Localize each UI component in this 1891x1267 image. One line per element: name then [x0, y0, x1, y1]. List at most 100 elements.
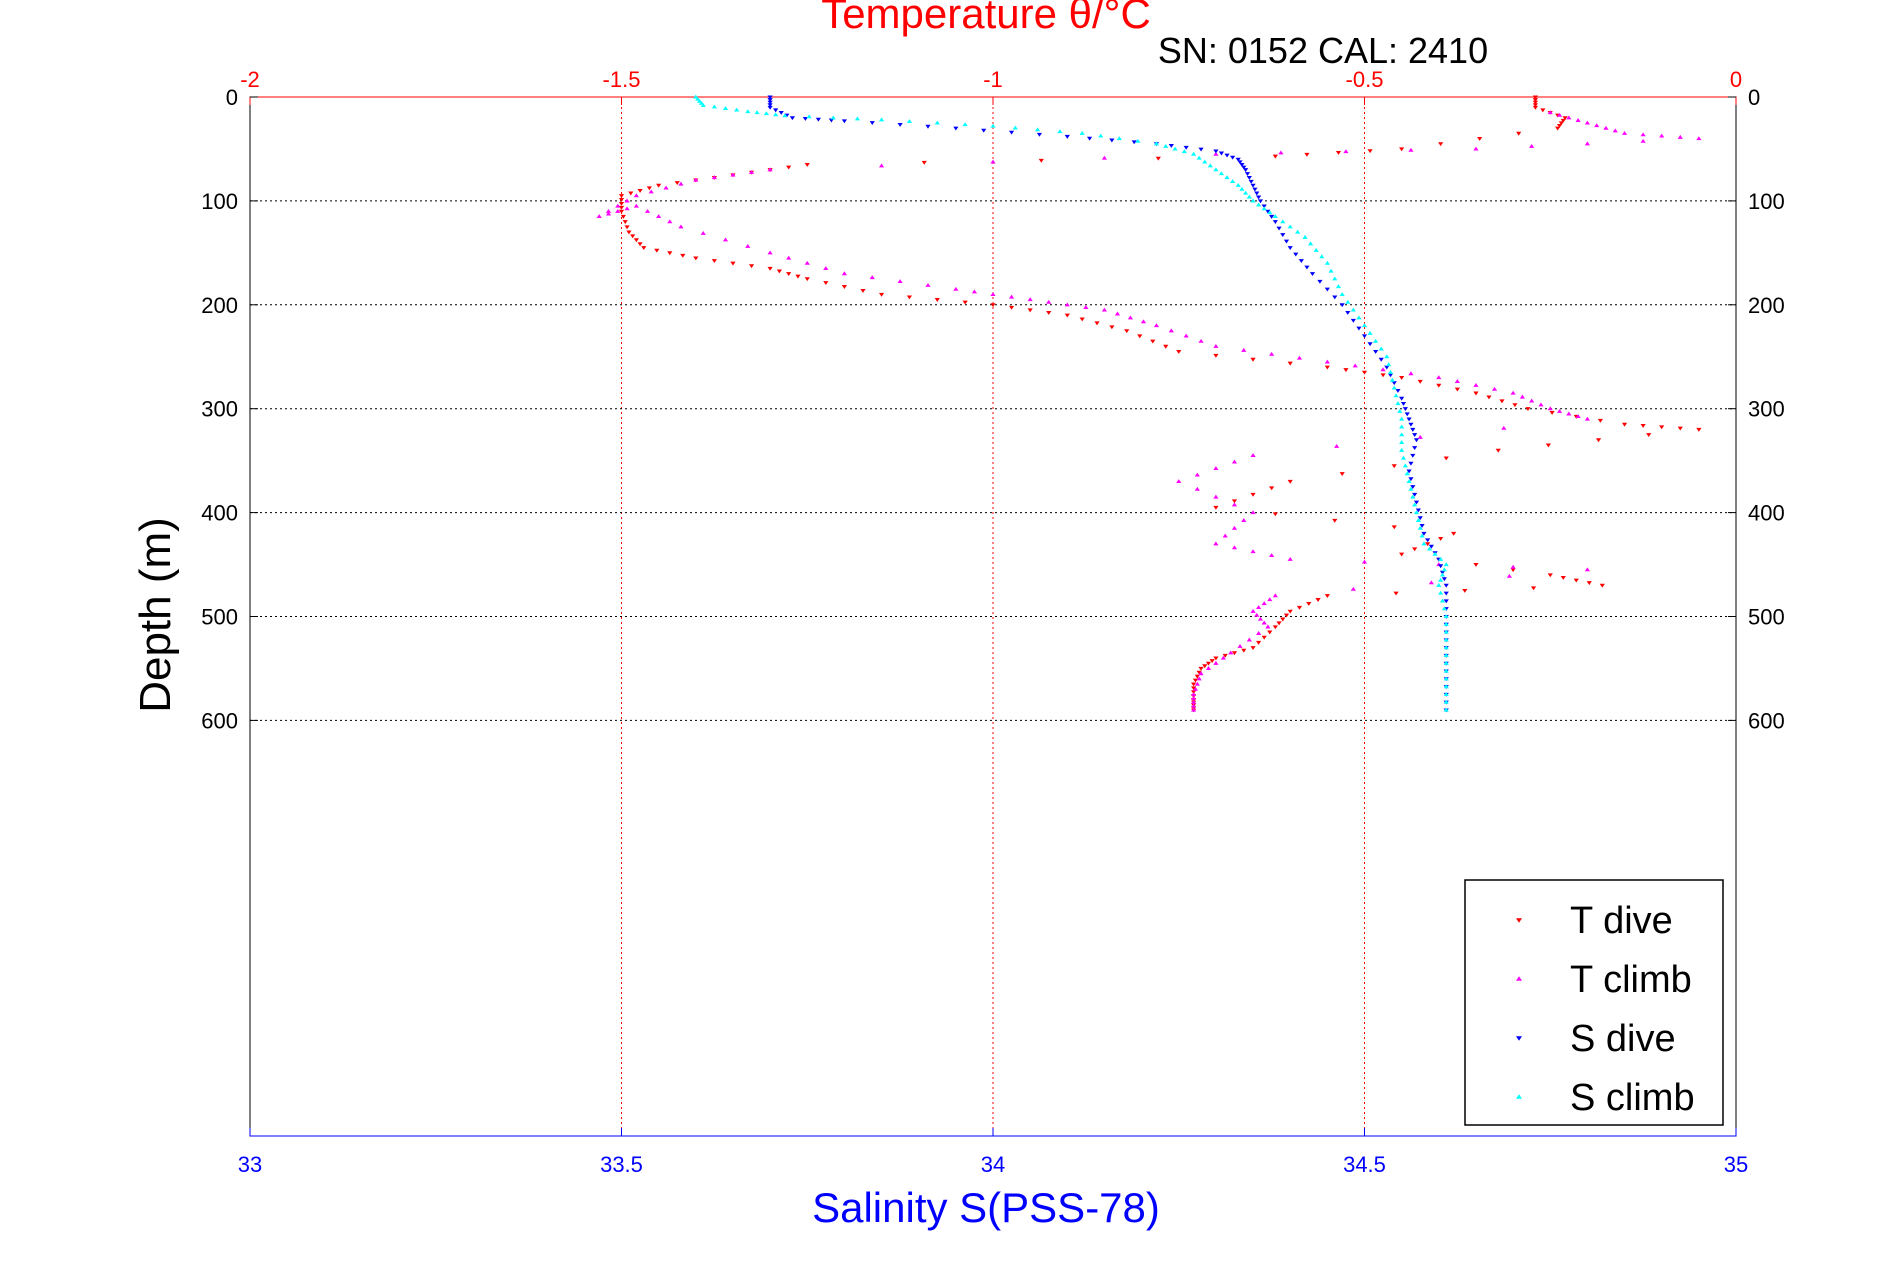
data-point-t-dive: [1532, 95, 1538, 100]
data-point-t-climb: [605, 208, 612, 213]
data-point-t-climb: [1231, 502, 1238, 507]
data-point-s-climb: [1356, 315, 1362, 320]
data-point-t-climb: [1213, 660, 1219, 665]
data-point-s-dive: [1036, 132, 1043, 137]
data-point-s-climb: [1202, 159, 1208, 164]
data-point-t-dive: [1332, 518, 1338, 523]
data-point-s-dive: [1415, 508, 1421, 513]
data-point-t-dive: [795, 274, 801, 279]
data-point-t-dive: [1530, 586, 1537, 591]
data-point-s-dive: [1309, 272, 1316, 276]
data-point-t-dive: [674, 181, 680, 186]
data-point-s-climb: [1163, 144, 1169, 148]
data-point-s-dive: [1265, 209, 1271, 214]
data-point-s-climb: [1443, 621, 1449, 626]
data-point-s-climb: [1235, 182, 1241, 187]
data-point-s-climb: [1079, 131, 1085, 135]
data-point-s-dive: [1408, 461, 1414, 466]
legend-marker-t-climb: [1516, 976, 1522, 981]
data-point-t-dive: [1586, 581, 1592, 586]
data-point-t-dive: [990, 303, 996, 308]
data-point-t-climb: [1556, 408, 1563, 413]
data-point-t-climb: [1194, 486, 1200, 491]
data-point-s-climb: [878, 117, 885, 122]
data-point-t-dive: [1425, 542, 1431, 547]
data-point-t-dive: [1391, 525, 1397, 530]
data-point-t-dive: [1412, 547, 1418, 552]
data-point-t-climb: [1296, 355, 1303, 360]
data-point-t-dive: [878, 292, 885, 297]
data-point-t-dive: [1597, 418, 1604, 423]
data-point-t-dive: [786, 165, 792, 170]
data-point-t-dive: [680, 253, 686, 258]
data-point-s-climb: [1399, 424, 1405, 429]
data-point-s-dive: [1361, 334, 1368, 339]
data-point-t-dive: [1109, 325, 1115, 330]
data-point-t-dive: [1361, 370, 1368, 375]
data-point-t-dive: [1191, 682, 1197, 687]
data-point-s-climb: [1443, 676, 1449, 681]
data-point-s-climb: [722, 106, 729, 110]
data-point-t-climb: [1677, 134, 1683, 139]
data-point-t-climb: [1547, 406, 1553, 411]
data-point-s-climb: [1218, 171, 1225, 176]
data-point-t-climb: [1183, 333, 1189, 338]
data-point-t-dive: [1213, 505, 1219, 510]
data-point-s-climb: [1441, 567, 1447, 572]
data-point-s-dive: [1395, 388, 1401, 393]
data-point-s-dive: [1298, 259, 1304, 263]
data-point-t-climb: [1269, 351, 1275, 356]
data-point-s-climb: [1399, 432, 1405, 437]
data-point-t-dive: [1454, 387, 1460, 392]
data-point-t-dive: [786, 272, 792, 276]
data-point-s-climb: [782, 113, 788, 118]
data-point-t-dive: [1272, 512, 1278, 517]
data-point-t-climb: [1194, 472, 1200, 477]
data-point-s-climb: [1443, 660, 1449, 665]
data-point-s-climb: [906, 119, 913, 123]
data-point-t-climb: [1231, 459, 1238, 464]
data-point-s-climb: [962, 122, 968, 127]
bottom-axis-title: Salinity S(PSS-78): [812, 1184, 1160, 1231]
data-point-t-climb: [1027, 297, 1033, 302]
data-point-t-dive: [1231, 499, 1238, 504]
data-point-t-dive: [921, 160, 927, 165]
data-point-t-dive: [1545, 443, 1551, 448]
data-point-t-climb: [1473, 146, 1479, 151]
data-point-s-climb: [1436, 582, 1442, 587]
data-point-t-climb: [1191, 692, 1197, 696]
data-point-t-dive: [1573, 578, 1579, 583]
data-point-s-climb: [1438, 557, 1444, 561]
data-point-t-climb: [1083, 305, 1089, 309]
data-point-t-climb: [615, 203, 621, 208]
data-point-s-climb: [1443, 684, 1449, 689]
data-point-t-climb: [633, 193, 639, 198]
data-point-t-climb: [1191, 707, 1197, 712]
data-point-s-climb: [1272, 214, 1278, 219]
data-point-t-dive: [1343, 368, 1349, 373]
data-point-t-dive: [748, 264, 755, 269]
data-point-t-dive: [1192, 678, 1199, 683]
data-point-t-climb: [1501, 425, 1507, 430]
data-point-t-dive: [1473, 562, 1479, 567]
data-point-t-climb: [1213, 541, 1219, 546]
data-point-s-climb: [1443, 629, 1449, 634]
data-point-s-dive: [802, 116, 808, 121]
data-point-t-climb: [1256, 605, 1262, 609]
legend-label-t-climb: T climb: [1570, 959, 1692, 1001]
legend-label-s-dive: S dive: [1570, 1018, 1676, 1060]
data-point-t-dive: [1659, 425, 1665, 430]
data-point-t-climb: [1205, 666, 1212, 671]
data-point-s-climb: [1207, 163, 1213, 168]
data-point-t-climb: [1261, 601, 1267, 606]
data-point-t-climb: [1408, 147, 1414, 152]
data-point-t-climb: [1153, 323, 1160, 328]
data-point-s-climb: [1335, 284, 1342, 289]
data-point-s-climb: [700, 102, 706, 107]
data-point-t-dive: [1473, 391, 1479, 396]
data-point-t-climb: [624, 198, 630, 203]
data-point-t-climb: [1603, 125, 1609, 130]
legend-box: [1464, 879, 1724, 1126]
right-tick-label: 200: [1748, 293, 1785, 318]
data-point-s-climb: [1432, 551, 1438, 556]
